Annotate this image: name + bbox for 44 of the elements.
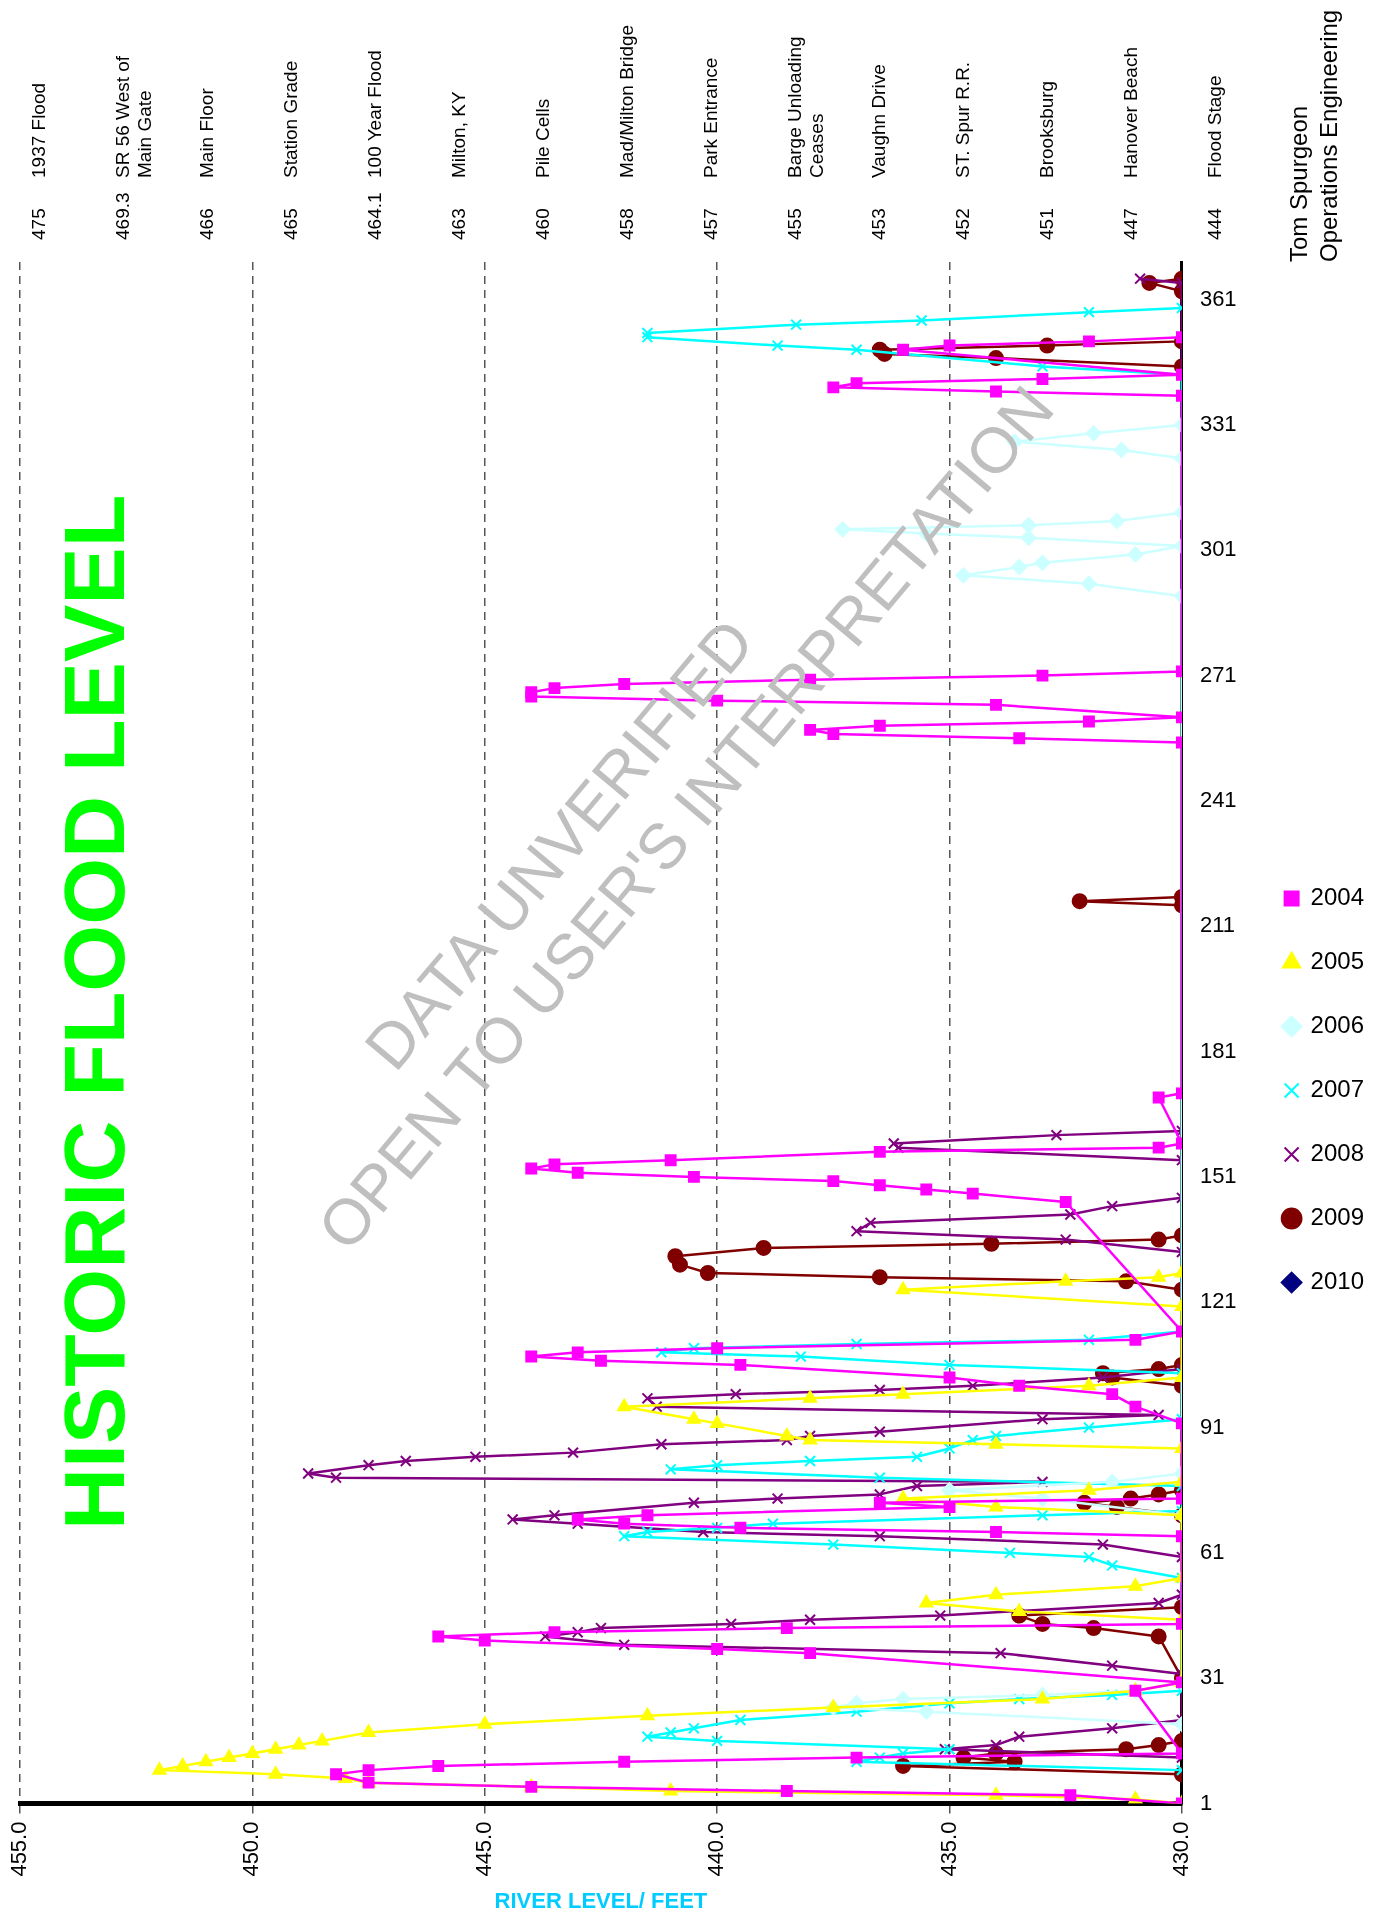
y-tick-label: 181 bbox=[1199, 1037, 1237, 1063]
legend-label: 2004 bbox=[1310, 883, 1364, 911]
text: 469.3 SR 56 West of Main Gate bbox=[112, 54, 156, 240]
text: 457 Park Entrance bbox=[700, 57, 721, 240]
text: 452 ST. Spur R.R. bbox=[952, 61, 973, 240]
text: 460 Pile Cells bbox=[532, 98, 553, 240]
y-tick-label: 31 bbox=[1199, 1664, 1225, 1690]
y-tick-label: 1 bbox=[1199, 1789, 1213, 1815]
legend-label: 2010 bbox=[1310, 1267, 1364, 1295]
text: 463 Milton, KY bbox=[448, 91, 469, 240]
text: 451 Brooksburg bbox=[1036, 80, 1057, 240]
x-tick-label: 440.0 bbox=[703, 1821, 729, 1877]
y-tick-label: 91 bbox=[1199, 1413, 1225, 1439]
y-tick-label: 301 bbox=[1199, 536, 1237, 562]
y-tick-label: 331 bbox=[1199, 410, 1237, 436]
text: 455 Barge Unloading Ceases bbox=[784, 36, 827, 240]
y-tick-label: 151 bbox=[1199, 1162, 1237, 1188]
legend-label: 2008 bbox=[1310, 1139, 1364, 1167]
text: 466 Main Floor bbox=[196, 88, 217, 240]
y-tick-label: 241 bbox=[1199, 786, 1237, 812]
y-tick-label: 271 bbox=[1199, 661, 1237, 687]
legend-label: 2007 bbox=[1310, 1075, 1364, 1103]
text: HISTORIC FLOOD LEVEL bbox=[45, 494, 143, 1530]
x-tick-label: 455.0 bbox=[6, 1821, 32, 1877]
text: 458 Mad/Milton Bridge bbox=[616, 24, 637, 240]
text: 464.1 100 Year Flood bbox=[364, 49, 386, 240]
legend-label: 2009 bbox=[1310, 1203, 1364, 1231]
legend-label: 2006 bbox=[1310, 1011, 1364, 1039]
text: 465 Station Grade bbox=[280, 60, 301, 240]
x-tick-label: 430.0 bbox=[1167, 1821, 1193, 1877]
y-tick-label: 211 bbox=[1199, 912, 1235, 938]
text: 447 Hanover Beach bbox=[1120, 47, 1141, 240]
x-tick-label: 445.0 bbox=[470, 1821, 496, 1877]
x-axis-title: RIVER LEVEL/ FEET bbox=[494, 1887, 708, 1913]
text: 475 1937 Flood bbox=[28, 82, 49, 240]
x-tick-label: 435.0 bbox=[935, 1821, 961, 1877]
y-tick-label: 61 bbox=[1199, 1538, 1225, 1564]
x-tick-label: 450.0 bbox=[238, 1821, 264, 1877]
text: Tom Spurgeon Operations Engineering bbox=[1284, 8, 1343, 262]
legend-label: 2005 bbox=[1310, 947, 1364, 975]
text: 444 Flood Stage bbox=[1204, 75, 1225, 240]
y-tick-label: 361 bbox=[1199, 285, 1237, 311]
text: 453 Vaughn Drive bbox=[868, 64, 889, 240]
y-tick-label: 121 bbox=[1199, 1288, 1237, 1314]
